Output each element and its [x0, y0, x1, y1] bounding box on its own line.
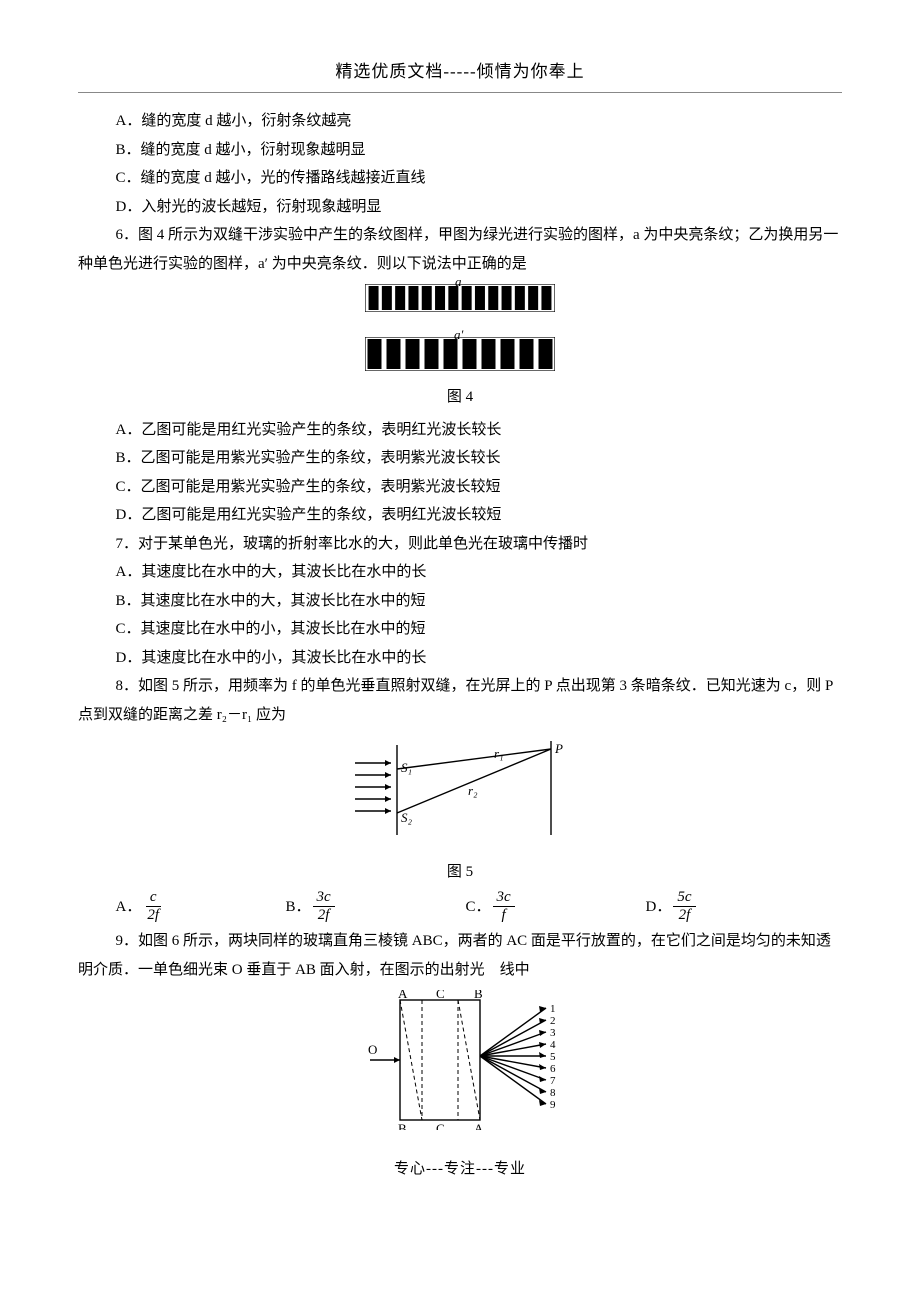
- q6-opt-c: C．乙图可能是用紫光实验产生的条纹，表明紫光波长较短: [78, 473, 842, 502]
- svg-text:9: 9: [550, 1099, 556, 1111]
- q6-opt-b: B．乙图可能是用紫光实验产生的条纹，表明紫光波长较长: [78, 444, 842, 473]
- q7-opt-d: D．其速度比在水中的小，其波长比在水中的长: [78, 644, 842, 673]
- q7-opt-a: A．其速度比在水中的大，其波长比在水中的长: [78, 558, 842, 587]
- figure-4-caption: 图 4: [78, 383, 842, 412]
- svg-text:A: A: [398, 990, 408, 1001]
- svg-text:1: 1: [550, 1003, 556, 1015]
- figure-5-caption: 图 5: [78, 858, 842, 887]
- q8-a-num: c: [146, 890, 161, 907]
- q5-opt-c: C．缝的宽度 d 越小，光的传播路线越接近直线: [78, 164, 842, 193]
- fringe1-label-a: a: [455, 270, 462, 295]
- page-header: 精选优质文档-----倾情为你奉上: [78, 56, 842, 93]
- figure-5: S₁ S₂ Pr₁ r₂: [78, 735, 842, 856]
- svg-text:7: 7: [550, 1075, 556, 1087]
- q5-opt-b: B．缝的宽度 d 越小，衍射现象越明显: [78, 136, 842, 165]
- q9-stem: 9．如图 6 所示，两块同样的玻璃直角三棱镜 ABC，两者的 AC 面是平行放置…: [78, 927, 842, 984]
- svg-text:B: B: [398, 1121, 407, 1130]
- svg-text:A: A: [474, 1121, 484, 1130]
- svg-text:6: 6: [550, 1063, 556, 1075]
- svg-text:r₂: r₂: [468, 783, 478, 798]
- q8-a-letter: A．: [116, 893, 142, 922]
- q8-d-den: 2f: [675, 907, 695, 923]
- svg-text:C: C: [436, 990, 445, 1001]
- page: 精选优质文档-----倾情为你奉上 A．缝的宽度 d 越小，衍射条纹越亮 B．缝…: [0, 0, 920, 1203]
- q8-b-frac: 3c 2f: [313, 890, 335, 923]
- svg-text:2: 2: [550, 1015, 556, 1027]
- q8-d-letter: D．: [646, 893, 672, 922]
- q8-stem: 8．如图 5 所示，用频率为 f 的单色光垂直照射双缝，在光屏上的 P 点出现第…: [78, 672, 842, 729]
- q8-a-den: 2f: [143, 907, 163, 923]
- svg-text:S₂: S₂: [401, 810, 413, 825]
- svg-text:8: 8: [550, 1087, 556, 1099]
- q6-opt-a: A．乙图可能是用红光实验产生的条纹，表明红光波长较长: [78, 416, 842, 445]
- double-slit-diagram: S₁ S₂ Pr₁ r₂: [355, 735, 565, 845]
- q7-opt-c: C．其速度比在水中的小，其波长比在水中的短: [78, 615, 842, 644]
- q8-opt-b: B． 3c 2f: [286, 890, 466, 923]
- q8-options-row: A． c 2f B． 3c 2f C． 3c f D． 5c 2f: [78, 890, 842, 923]
- svg-text:3: 3: [550, 1027, 556, 1039]
- q8-b-den: 2f: [314, 907, 334, 923]
- q6-opt-d: D．乙图可能是用红光实验产生的条纹，表明红光波长较短: [78, 501, 842, 530]
- svg-text:r₁: r₁: [494, 746, 504, 761]
- svg-text:5: 5: [550, 1051, 556, 1063]
- q8-b-letter: B．: [286, 893, 311, 922]
- svg-text:S₁: S₁: [401, 760, 412, 775]
- q8-opt-a: A． c 2f: [116, 890, 286, 923]
- page-footer: 专心---专注---专业: [78, 1155, 842, 1184]
- q8-d-num: 5c: [673, 890, 695, 907]
- prism-diagram: 123456789 A C B B C A O: [350, 990, 570, 1130]
- svg-text:4: 4: [550, 1039, 556, 1051]
- q8-opt-d: D． 5c 2f: [646, 890, 698, 923]
- q5-opt-a: A．缝的宽度 d 越小，衍射条纹越亮: [78, 107, 842, 136]
- q7-opt-b: B．其速度比在水中的大，其波长比在水中的短: [78, 587, 842, 616]
- svg-text:B: B: [474, 990, 483, 1001]
- q8-c-frac: 3c f: [493, 890, 515, 923]
- q8-a-frac: c 2f: [143, 890, 163, 923]
- svg-text:C: C: [436, 1121, 445, 1130]
- svg-text:O: O: [368, 1042, 377, 1057]
- q8-c-den: f: [498, 907, 510, 923]
- q8-c-letter: C．: [466, 893, 491, 922]
- fringe-pattern-1: a: [365, 284, 555, 312]
- fringe2-label-ap: a′: [454, 323, 463, 348]
- q8-opt-c: C． 3c f: [466, 890, 646, 923]
- figure-4: a a′: [78, 284, 842, 381]
- q8-d-frac: 5c 2f: [673, 890, 695, 923]
- q8-b-num: 3c: [313, 890, 335, 907]
- q8-c-num: 3c: [493, 890, 515, 907]
- q7-stem: 7．对于某单色光，玻璃的折射率比水的大，则此单色光在玻璃中传播时: [78, 530, 842, 559]
- q5-opt-d: D．入射光的波长越短，衍射现象越明显: [78, 193, 842, 222]
- figure-6: 123456789 A C B B C A O: [78, 990, 842, 1141]
- fringe-pattern-2: a′: [365, 337, 555, 371]
- svg-text:P: P: [554, 741, 563, 756]
